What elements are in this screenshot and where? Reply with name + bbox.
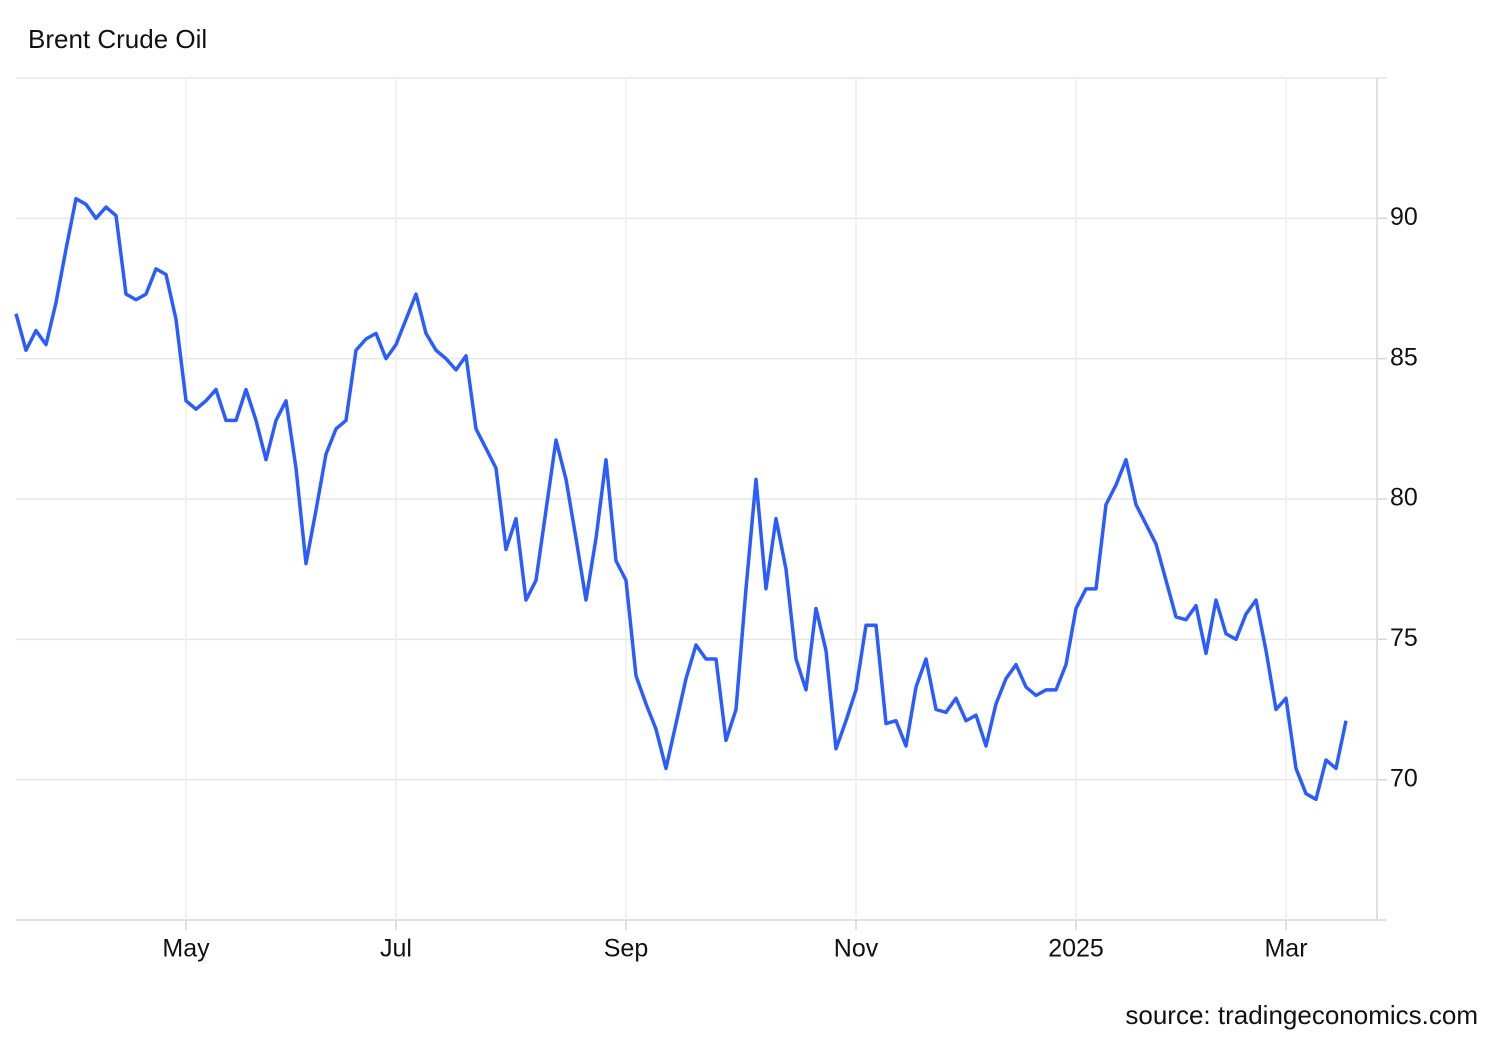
y-tick-label: 70 xyxy=(1390,764,1418,792)
x-tick-label: Nov xyxy=(834,935,879,963)
x-tick-label: Sep xyxy=(604,935,648,963)
y-tick-label: 85 xyxy=(1390,343,1418,371)
source-note: source: tradingeconomics.com xyxy=(1125,1000,1478,1030)
price-line xyxy=(14,196,1348,802)
y-tick-label: 75 xyxy=(1390,624,1418,652)
chart-title: Brent Crude Oil xyxy=(28,24,207,54)
y-tick-label: 90 xyxy=(1390,203,1418,231)
x-tick-label: Mar xyxy=(1264,935,1307,963)
y-tick-label: 80 xyxy=(1390,484,1418,512)
x-tick-label: Jul xyxy=(380,935,412,963)
x-tick-label: May xyxy=(162,935,210,963)
x-tick-label: 2025 xyxy=(1048,935,1104,963)
